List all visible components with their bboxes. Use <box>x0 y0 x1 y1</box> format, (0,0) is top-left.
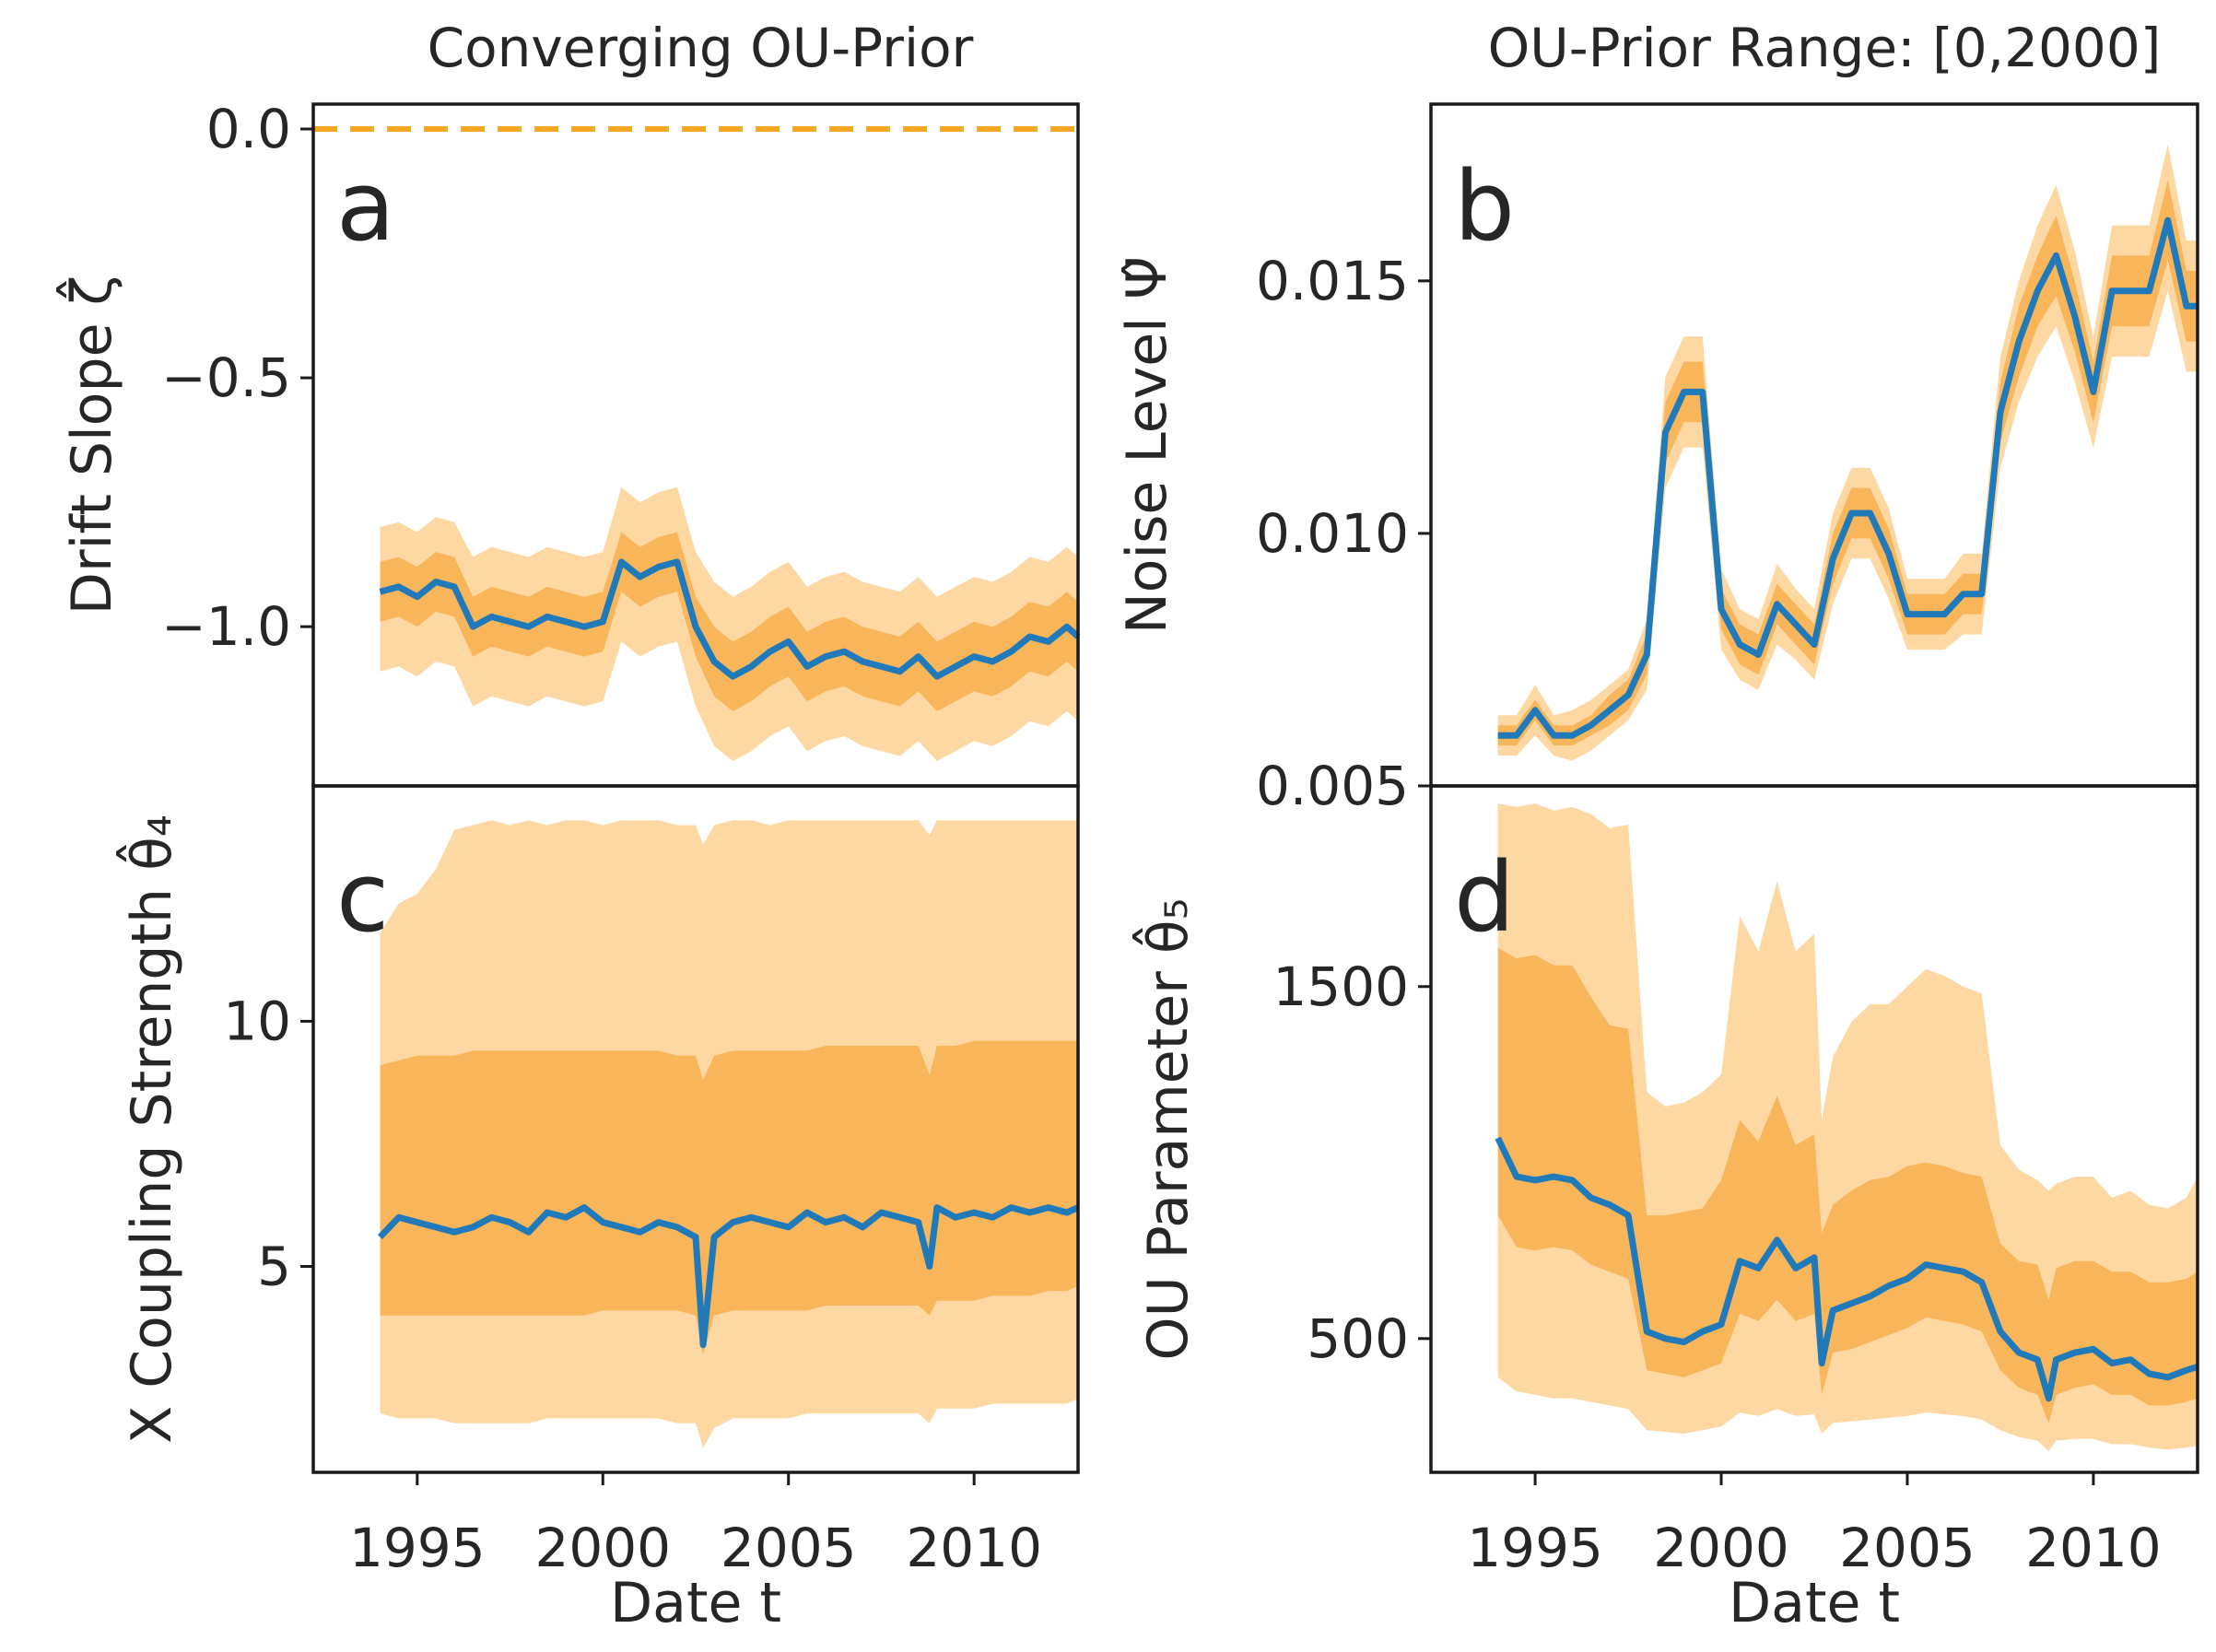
x-tick-label: 2000 <box>534 1517 671 1579</box>
y-tick-label: 5 <box>257 1236 291 1298</box>
column-title-right: OU-Prior Range: [0,2000] <box>1488 17 2162 79</box>
panel-letter: d <box>1454 841 1515 954</box>
y-tick-label: 0.015 <box>1256 250 1409 312</box>
y-axis-label: X Coupling Strength θ̂₄ <box>116 814 184 1444</box>
x-tick-label: 1995 <box>1467 1517 1603 1579</box>
mean-series-line <box>1497 217 2198 739</box>
inner-credible-band <box>1497 180 2198 746</box>
y-tick-label: −1.0 <box>161 595 291 658</box>
inner-credible-band <box>1497 947 2198 1424</box>
mean-series-line <box>1495 1136 2199 1402</box>
x-tick-label: 2000 <box>1653 1517 1789 1579</box>
x-tick-label: 1995 <box>349 1517 486 1579</box>
x-tick-label: 2005 <box>1839 1517 1976 1579</box>
y-tick-label: 500 <box>1307 1307 1409 1370</box>
mean-series-line <box>379 558 1081 680</box>
panel-d: 1500 500 1995 2000 2005 2010 d OU Parameter θ̂₅… <box>1132 784 2199 1635</box>
panel-letter: b <box>1454 150 1515 263</box>
y-tick-label: 0.0 <box>206 98 291 160</box>
y-tick-label: 10 <box>223 990 291 1052</box>
outer-credible-band <box>1497 144 2198 761</box>
x-tick-label: 2005 <box>721 1517 857 1579</box>
y-tick-label: 1500 <box>1272 955 1409 1018</box>
axes-frame <box>311 784 1080 1474</box>
panel-letter: a <box>336 150 395 263</box>
x-axis-label: Date t <box>610 1571 781 1635</box>
column-title-left: Converging OU-Prior <box>428 17 974 79</box>
x-axis-label: Date t <box>1729 1571 1900 1635</box>
y-tick-label: 0.005 <box>1256 755 1409 817</box>
panel-a: 0.0 −0.5 −1.0 a Drift Slope ζ̂ <box>56 98 1081 788</box>
mean-series-line <box>377 1204 1080 1349</box>
axes-frame <box>1429 784 2199 1474</box>
x-tick-label: 2010 <box>906 1517 1042 1579</box>
x-tick-label: 2010 <box>2025 1517 2162 1579</box>
panel-c: 10 5 1995 2000 2005 2010 c X Coupling Strength … <box>116 784 1080 1635</box>
y-tick-label: −0.5 <box>161 346 291 409</box>
y-axis-label: Noise Level Ψ̂ <box>1115 256 1179 634</box>
axes-frame <box>1429 102 2199 788</box>
y-axis-label: OU Parameter θ̂₅ <box>1132 897 1201 1360</box>
panel-b: 0.015 0.010 0.005 b Noise Level Ψ̂ <box>1115 102 2199 817</box>
y-axis-label: Drift Slope ζ̂ <box>56 275 124 615</box>
inner-credible-band <box>380 1040 1078 1355</box>
panel-letter: c <box>336 841 389 954</box>
y-tick-label: 0.010 <box>1256 502 1409 565</box>
